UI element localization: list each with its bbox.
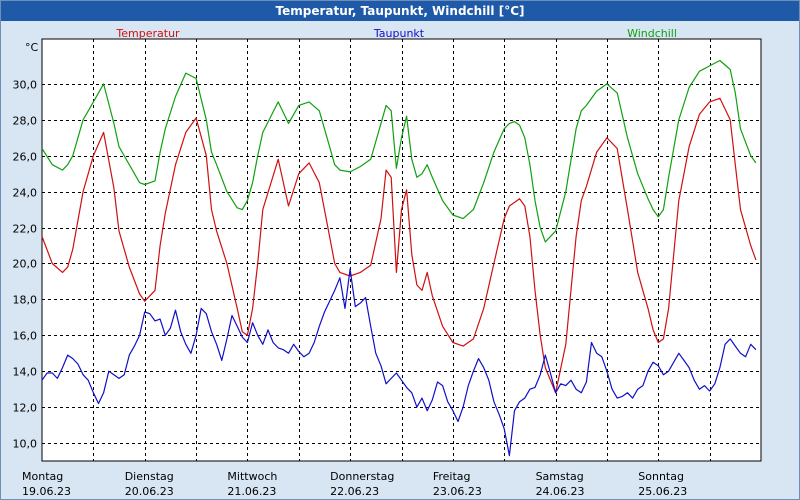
series-line-taupunkt (41, 268, 757, 457)
chart-title: Temperatur, Taupunkt, Windchill [°C] (1, 1, 799, 21)
x-tick-date-label: 19.06.23 (22, 485, 71, 498)
y-tick-label: 30,0 (13, 79, 38, 92)
y-tick-label: 16,0 (13, 330, 38, 343)
y-tick-label: 14,0 (13, 366, 38, 379)
y-axis-unit: °C (25, 41, 39, 54)
x-tick-day-label: Samstag (536, 470, 584, 483)
x-tick-date-label: 23.06.23 (433, 485, 482, 498)
y-tick-label: 12,0 (13, 402, 38, 415)
legend-entry-taupunkt: Taupunkt (373, 27, 425, 40)
x-tick-day-label: Sonntag (638, 470, 684, 483)
x-tick-date-label: 22.06.23 (330, 485, 379, 498)
x-tick-date-label: 25.06.23 (638, 485, 687, 498)
y-tick-label: 26,0 (13, 151, 38, 164)
y-tick-label: 10,0 (13, 438, 38, 451)
x-tick-date-label: 24.06.23 (536, 485, 585, 498)
series-line-windchill (41, 59, 757, 243)
x-tick-day-label: Mittwoch (227, 470, 277, 483)
y-tick-label: 24,0 (13, 187, 38, 200)
y-tick-label: 22,0 (13, 223, 38, 236)
x-tick-day-label: Freitag (433, 470, 471, 483)
series-line-temperatur (41, 97, 757, 394)
y-tick-label: 28,0 (13, 115, 38, 128)
legend-entry-temperatur: Temperatur (115, 27, 180, 40)
x-tick-day-label: Dienstag (125, 470, 174, 483)
x-tick-day-label: Montag (22, 470, 63, 483)
y-tick-label: 18,0 (13, 294, 38, 307)
x-tick-date-label: 21.06.23 (227, 485, 276, 498)
y-tick-label: 20,0 (13, 258, 38, 271)
legend-entry-windchill: Windchill (627, 27, 677, 40)
plot-area (41, 38, 762, 462)
x-tick-day-label: Donnerstag (330, 470, 394, 483)
x-tick-date-label: 20.06.23 (125, 485, 174, 498)
